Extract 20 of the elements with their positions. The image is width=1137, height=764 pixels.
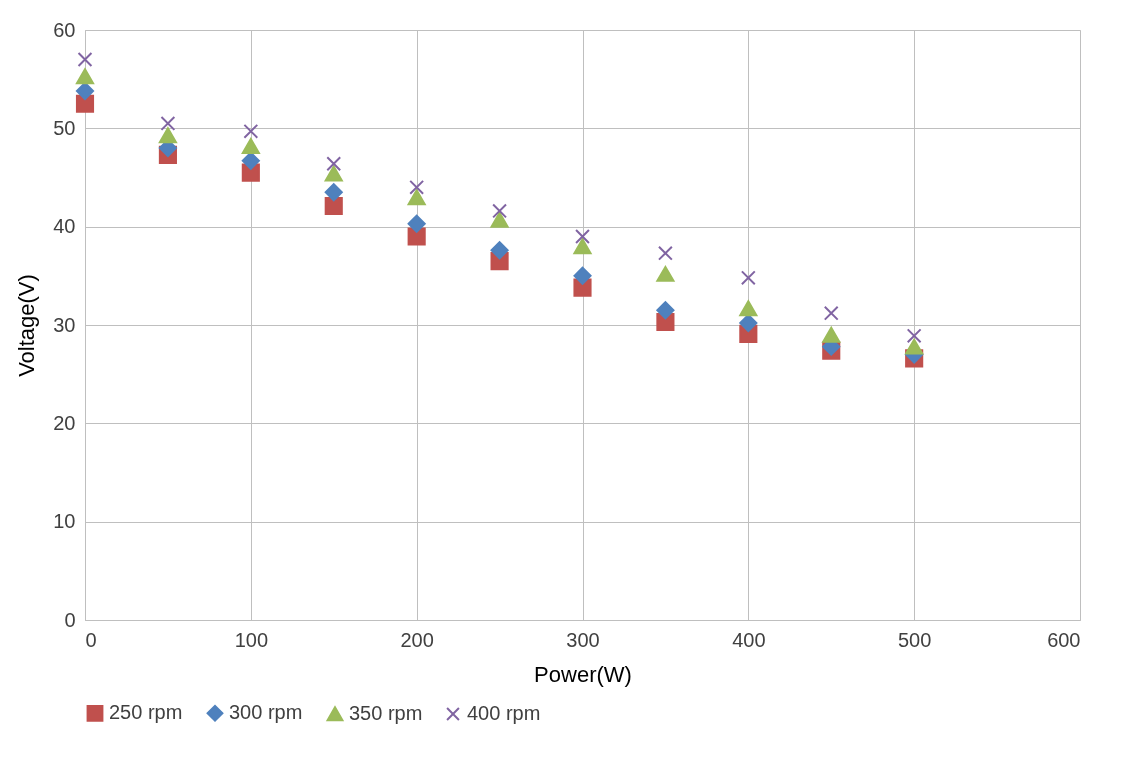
legend-label: 300 rpm: [229, 701, 303, 724]
y-tick-label: 40: [53, 215, 76, 238]
x-axis-title: Power(W): [534, 661, 632, 687]
x-tick-label: 400: [732, 628, 766, 651]
y-tick-label: 10: [53, 510, 76, 533]
y-tick-label: 50: [53, 116, 76, 139]
x-tick-label: 500: [897, 628, 932, 651]
y-axis-title: Voltage(V): [14, 274, 40, 377]
legend-label: 400 rpm: [467, 702, 541, 724]
x-tick-label: 200: [400, 628, 434, 651]
legend-label: 350 rpm: [349, 701, 423, 724]
y-tick-label: 20: [53, 411, 76, 434]
y-tick-label: 0: [64, 608, 76, 631]
y-tick-label: 30: [53, 313, 76, 336]
x-tick-label: 300: [566, 628, 600, 651]
x-tick-label: 600: [1047, 628, 1081, 651]
x-tick-label: 100: [234, 628, 269, 651]
y-tick-label: 60: [53, 18, 76, 41]
x-tick-label: 0: [85, 628, 97, 651]
legend-label: 250 rpm: [109, 701, 183, 724]
